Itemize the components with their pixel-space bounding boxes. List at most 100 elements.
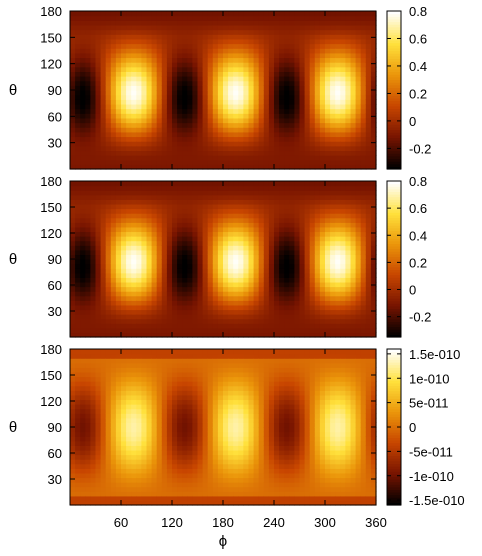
heatmap-cell xyxy=(166,431,173,437)
heatmap-cell xyxy=(284,71,290,77)
heatmap-cell xyxy=(330,314,336,320)
heatmap-cell xyxy=(248,20,255,26)
heatmap-cell xyxy=(350,208,357,214)
heatmap-cell xyxy=(258,136,265,142)
heatmap-cell xyxy=(115,38,122,45)
heatmap-cell xyxy=(156,277,163,283)
heatmap-cell xyxy=(182,62,188,68)
heatmap-cell xyxy=(325,318,331,324)
heatmap-cell xyxy=(233,11,239,17)
heatmap-cell xyxy=(161,459,168,465)
heatmap-cell xyxy=(100,376,107,382)
heatmap-cell xyxy=(110,468,117,474)
heatmap-cell xyxy=(141,11,148,17)
heatmap-cell xyxy=(126,181,132,187)
heatmap-cell xyxy=(131,90,137,96)
heatmap-cell xyxy=(314,108,321,114)
heatmap-cell xyxy=(161,208,168,214)
heatmap-cell xyxy=(202,199,209,205)
heatmap-cell xyxy=(268,190,275,196)
heatmap-cell xyxy=(268,141,275,147)
heatmap-cell xyxy=(233,20,239,26)
heatmap-cell xyxy=(360,181,367,187)
heatmap-cell xyxy=(177,190,183,196)
heatmap-cell xyxy=(238,85,244,91)
heatmap-cell xyxy=(228,164,234,170)
heatmap-cell xyxy=(279,20,285,26)
heatmap-cell xyxy=(105,381,112,387)
heatmap-cell xyxy=(151,222,158,228)
heatmap-cell xyxy=(187,80,193,86)
heatmap-cell xyxy=(136,431,142,437)
heatmap-cell xyxy=(345,141,352,147)
heatmap-cell xyxy=(284,309,290,315)
heatmap-cell xyxy=(85,159,91,165)
heatmap-cell xyxy=(233,52,239,59)
heatmap-cell xyxy=(355,85,362,91)
heatmap-cell xyxy=(90,277,97,283)
heatmap-cell xyxy=(70,431,76,437)
heatmap-cell xyxy=(100,399,107,405)
colorbar-segment xyxy=(387,212,401,216)
heatmap-cell xyxy=(131,57,137,63)
heatmap-cell xyxy=(238,286,244,292)
heatmap-cell xyxy=(223,323,229,329)
heatmap-cell xyxy=(345,318,352,324)
heatmap-cell xyxy=(274,94,280,100)
heatmap-cell xyxy=(70,463,76,469)
heatmap-cell xyxy=(212,245,219,251)
heatmap-cell xyxy=(131,254,137,260)
heatmap-cell xyxy=(166,491,173,497)
heatmap-cell xyxy=(121,323,127,329)
heatmap-cell xyxy=(355,62,362,68)
heatmap-cell xyxy=(345,304,352,311)
heatmap-cell xyxy=(330,122,336,128)
heatmap-cell xyxy=(345,43,352,49)
heatmap-cell xyxy=(207,38,214,45)
colorbar-segment xyxy=(387,318,401,322)
heatmap-cell xyxy=(166,417,173,424)
heatmap-cell xyxy=(325,194,331,200)
heatmap-cell xyxy=(258,52,265,59)
heatmap-cell xyxy=(238,259,244,265)
heatmap-cell xyxy=(75,94,81,100)
heatmap-cell xyxy=(197,277,204,283)
heatmap-cell xyxy=(90,20,97,26)
heatmap-cell xyxy=(70,381,76,387)
heatmap-cell xyxy=(131,318,137,324)
heatmap-cell xyxy=(294,272,301,278)
heatmap-cell xyxy=(263,90,270,96)
heatmap-cell xyxy=(85,376,91,382)
heatmap-cell xyxy=(136,277,142,283)
heatmap-cell xyxy=(248,66,255,73)
heatmap-cell xyxy=(70,404,76,410)
heatmap-cell xyxy=(350,199,357,205)
heatmap-cell xyxy=(161,422,168,428)
heatmap-cell xyxy=(279,249,285,256)
colorbar-segment xyxy=(387,97,401,102)
heatmap-cell xyxy=(136,236,142,242)
heatmap-cell xyxy=(238,71,244,77)
heatmap-cell xyxy=(207,240,214,246)
heatmap-cell xyxy=(75,203,81,210)
heatmap-cell xyxy=(151,76,158,82)
heatmap-cell xyxy=(207,259,214,265)
heatmap-cell xyxy=(126,371,132,378)
heatmap-cell xyxy=(121,417,127,424)
heatmap-cell xyxy=(360,48,367,54)
heatmap-cell xyxy=(85,304,91,311)
heatmap-cell xyxy=(223,259,229,265)
heatmap-cell xyxy=(146,358,153,364)
heatmap-cell xyxy=(80,367,86,373)
heatmap-cell xyxy=(172,113,178,119)
heatmap-cell xyxy=(172,99,178,105)
heatmap-cell xyxy=(187,291,193,297)
heatmap-cell xyxy=(131,477,137,483)
heatmap-cell xyxy=(100,495,107,502)
heatmap-cell xyxy=(268,155,275,161)
heatmap-cell xyxy=(202,240,209,246)
heatmap-cell xyxy=(335,113,341,119)
heatmap-cell xyxy=(161,34,168,40)
heatmap-cell xyxy=(75,394,81,401)
heatmap-cell xyxy=(70,304,76,311)
